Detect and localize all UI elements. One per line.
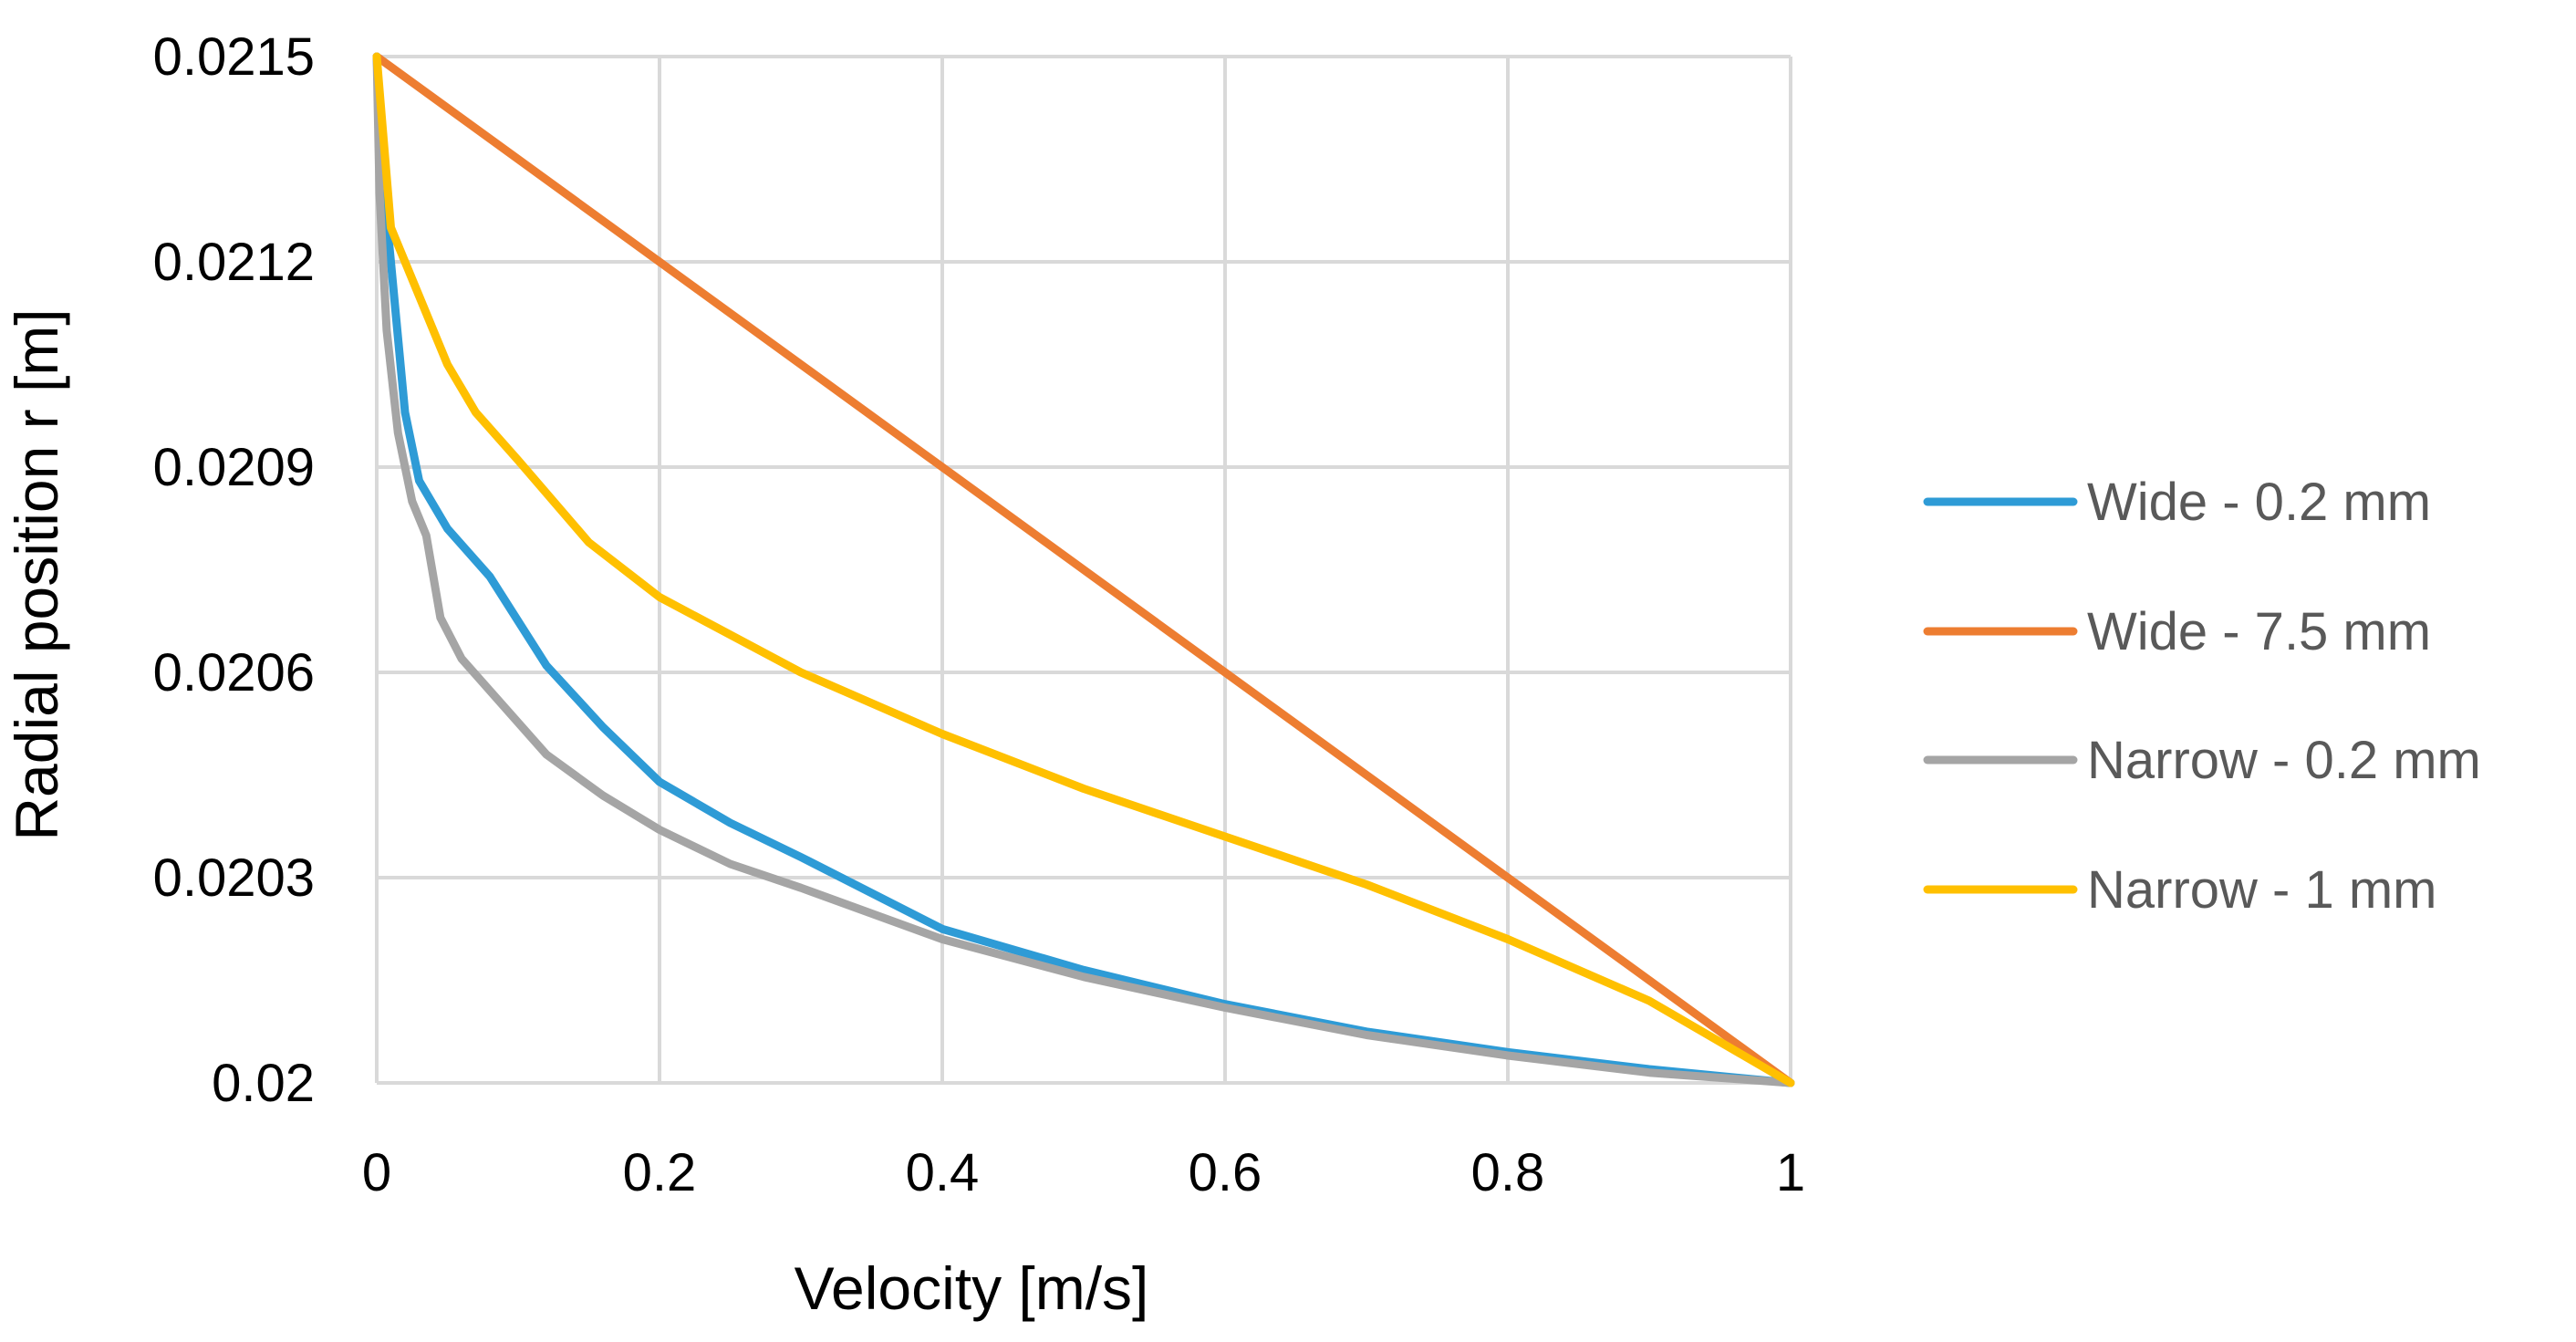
legend: Wide - 0.2 mm Wide - 7.5 mm Narrow - 0.2 m…	[1923, 473, 2481, 920]
legend-label-1: Wide - 0.2 mm	[2087, 473, 2431, 532]
y-axis-title: Radial position r [m]	[3, 308, 70, 840]
y-tick-label: 0.0215	[153, 27, 315, 87]
y-tick-label: 0.0212	[153, 233, 315, 292]
tick-labels: 0 0.2 0.4 0.6 0.8 1 0.02 0.0203 0.0206 0.0209 0.02…	[153, 27, 1806, 1202]
series-lines	[372, 52, 1795, 1087]
y-tick-label: 0.0206	[153, 643, 315, 702]
x-tick-label: 0	[362, 1143, 391, 1202]
legend-label-3: Narrow - 0.2 mm	[2087, 731, 2481, 790]
series-line-3	[372, 52, 1795, 1087]
y-tick-label: 0.02	[212, 1054, 315, 1113]
legend-label-4: Narrow - 1 mm	[2087, 860, 2436, 920]
x-tick-label: 0.4	[906, 1143, 980, 1202]
x-tick-label: 0.2	[623, 1143, 697, 1202]
y-tick-label: 0.0203	[153, 848, 315, 908]
x-tick-label: 0.8	[1471, 1143, 1545, 1202]
series-line-2	[372, 52, 1795, 1087]
x-tick-label: 0.6	[1189, 1143, 1262, 1202]
y-tick-label: 0.0209	[153, 438, 315, 497]
x-tick-label: 1	[1776, 1143, 1805, 1202]
legend-label-2: Wide - 7.5 mm	[2087, 602, 2431, 661]
series-line-4	[372, 52, 1795, 1087]
gridlines	[375, 55, 1792, 1085]
x-axis-title: Velocity [m/s]	[795, 1254, 1149, 1322]
